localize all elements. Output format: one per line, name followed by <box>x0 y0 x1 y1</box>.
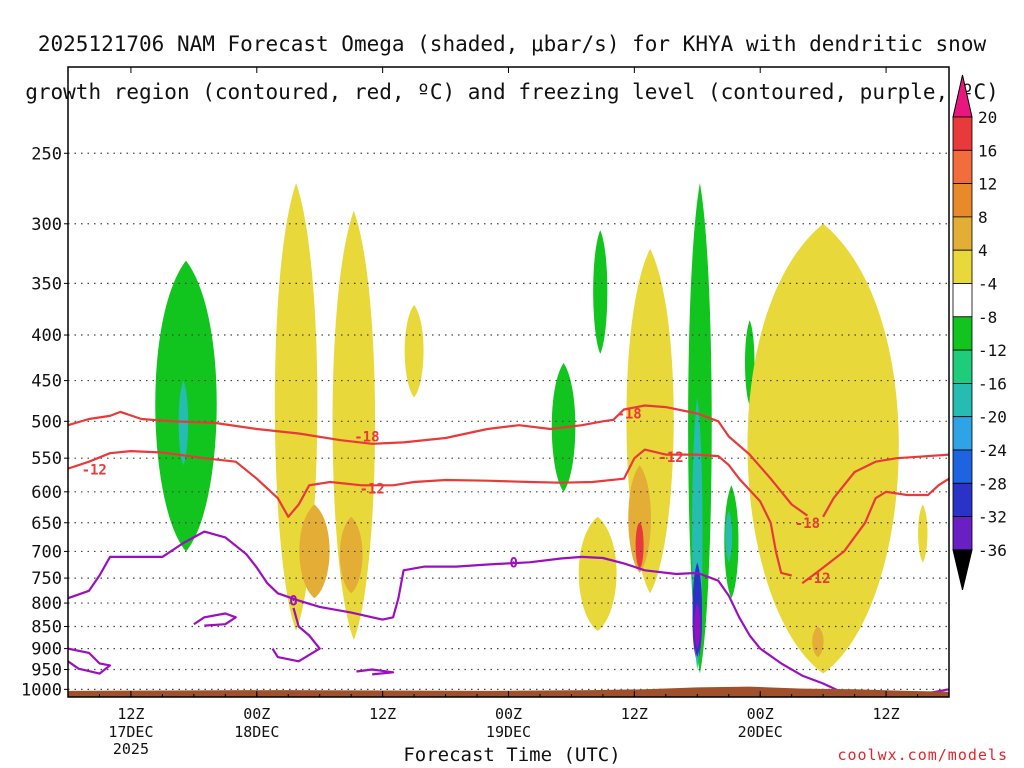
colorbar-label-7: -12 <box>978 341 1007 360</box>
ytick-label-650: 650 <box>31 514 62 534</box>
ytick-label-850: 850 <box>31 617 62 637</box>
colorbar-label-1: 16 <box>978 141 997 160</box>
title-line-1: 2025121706 NAM Forecast Omega (shaded, μ… <box>37 32 987 56</box>
colorbar-label-5: -4 <box>978 275 997 294</box>
contour-zero-b <box>68 647 112 675</box>
colorbar-bin-9 <box>952 416 973 451</box>
contour-label-1-0: -12 <box>82 462 107 478</box>
colorbar-bin-6 <box>952 316 973 351</box>
omega-shading <box>155 183 928 674</box>
colorbar-bin-5 <box>952 283 973 318</box>
xtick-label-1: 00Z <box>243 705 270 723</box>
ytick-label-400: 400 <box>31 326 62 346</box>
xtick-date-0: 17DEC <box>108 723 153 741</box>
colorbar-bin-2 <box>952 183 973 218</box>
colorbar-bottom-arrow <box>952 549 973 591</box>
chart-title: 2025121706 NAM Forecast Omega (shaded, μ… <box>0 8 1024 128</box>
contour-zero <box>68 530 845 695</box>
omega-region-3 <box>404 304 424 398</box>
colorbar-label-8: -16 <box>978 374 1007 393</box>
xtick-label-2: 12Z <box>369 705 396 723</box>
ytick-label-550: 550 <box>31 449 62 469</box>
xtick-label-5: 00Z <box>747 705 774 723</box>
xtick-label-0: 12Z <box>117 705 144 723</box>
ytick-label-800: 800 <box>31 594 62 614</box>
contour-zero-d <box>271 607 321 663</box>
xtick-date-1: 18DEC <box>234 723 279 741</box>
omega-region-14 <box>918 504 928 563</box>
contours: -18 -18 -18 -12 -12 -12 -12 0 0 <box>68 404 949 695</box>
ytick-label-700: 700 <box>31 542 62 562</box>
xtick-label-4: 12Z <box>621 705 648 723</box>
ytick-label-500: 500 <box>31 412 62 432</box>
contour-label-0-1: -18 <box>616 407 641 423</box>
colorbar-label-9: -20 <box>978 408 1007 427</box>
colorbar-label-3: 8 <box>978 208 988 227</box>
contour-minus18 <box>68 404 809 517</box>
omega-core-2 <box>339 516 363 594</box>
contour-label-0-0: -18 <box>354 429 379 445</box>
colorbar-label-0: 20 <box>978 108 997 127</box>
ytick-label-950: 950 <box>31 661 62 681</box>
contour-label-1-2: -12 <box>658 450 683 466</box>
omega-region-5 <box>593 230 608 354</box>
colorbar-bin-4 <box>952 249 973 284</box>
colorbar-label-12: -32 <box>978 508 1007 527</box>
title-line-2: growth region (contoured, red, ºC) and f… <box>25 80 999 104</box>
contour-label-0-2: -18 <box>795 516 820 532</box>
colorbar-label-2: 12 <box>978 175 997 194</box>
contour-minus12-b <box>801 477 949 585</box>
colorbar-bin-7 <box>952 349 973 384</box>
omega-region-13 <box>747 223 899 674</box>
contour-zero-e <box>356 668 395 676</box>
ytick-label-450: 450 <box>31 372 62 392</box>
contour-minus12 <box>68 448 792 577</box>
colorbar-bin-0 <box>952 116 973 151</box>
colorbar-bin-11 <box>952 482 973 517</box>
ytick-label-1000: 1000 <box>21 680 62 700</box>
y-axis: 250 300 350 400 450 500 550 600 650 700 750 800 850 9… <box>21 144 68 700</box>
colorbar-label-6: -8 <box>978 308 997 327</box>
omega-region-6 <box>578 516 617 632</box>
contour-label-1-3: -12 <box>805 571 830 587</box>
colorbar-label-10: -24 <box>978 441 1007 460</box>
colorbar-bin-3 <box>952 216 973 251</box>
xtick-label-3: 00Z <box>495 705 522 723</box>
ytick-label-250: 250 <box>31 144 62 164</box>
ytick-label-300: 300 <box>31 215 62 235</box>
omega-core-8 <box>812 626 824 658</box>
contour-label-2-0: 0 <box>510 555 518 571</box>
omega-peak <box>635 522 644 568</box>
ytick-label-900: 900 <box>31 640 62 660</box>
contour-zero-c <box>193 612 237 627</box>
ytick-label-600: 600 <box>31 483 62 503</box>
contour-label-2-1: 0 <box>289 594 297 610</box>
colorbar: 20 16 12 8 4 -4 -8 -12 -16 -20 -24 -28 -32 -36 <box>952 74 1007 591</box>
colorbar-label-13: -36 <box>978 541 1007 560</box>
omega-core-1 <box>299 504 330 599</box>
xtick-date-5: 20DEC <box>738 723 783 741</box>
xtick-year-0: 2025 <box>113 740 149 758</box>
colorbar-bin-8 <box>952 382 973 418</box>
x-axis-label: Forecast Time (UTC) <box>403 744 621 766</box>
xtick-label-6: 12Z <box>873 705 900 723</box>
colorbar-bin-1 <box>952 149 973 185</box>
colorbar-bin-12 <box>952 516 973 551</box>
colorbar-label-4: 4 <box>978 241 988 260</box>
ytick-label-750: 750 <box>31 569 62 589</box>
omega-core-6 <box>694 603 701 649</box>
omega-core-0 <box>178 380 189 466</box>
colorbar-bin-10 <box>952 449 973 484</box>
credit-text: coolwx.com/models <box>837 746 1008 764</box>
colorbar-label-11: -28 <box>978 474 1007 493</box>
contour-minus18-b <box>822 453 949 518</box>
omega-core-7 <box>725 510 733 563</box>
colorbar-top-arrow <box>952 74 973 118</box>
contour-label-1-1: -12 <box>360 482 385 498</box>
xtick-date-3: 19DEC <box>486 723 531 741</box>
ytick-label-350: 350 <box>31 274 62 294</box>
